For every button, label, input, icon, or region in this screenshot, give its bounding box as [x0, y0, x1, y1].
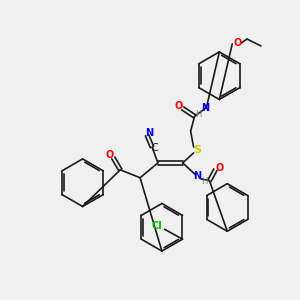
Text: H: H: [201, 177, 208, 186]
Text: N: N: [201, 103, 209, 113]
Text: H: H: [195, 110, 202, 119]
Text: Cl: Cl: [151, 221, 162, 231]
Text: O: O: [175, 101, 183, 111]
Text: O: O: [215, 163, 224, 173]
Text: N: N: [145, 128, 153, 138]
Text: O: O: [105, 150, 113, 160]
Text: C: C: [152, 143, 158, 153]
Text: O: O: [233, 38, 241, 48]
Text: N: N: [194, 171, 202, 181]
Text: S: S: [194, 145, 202, 155]
